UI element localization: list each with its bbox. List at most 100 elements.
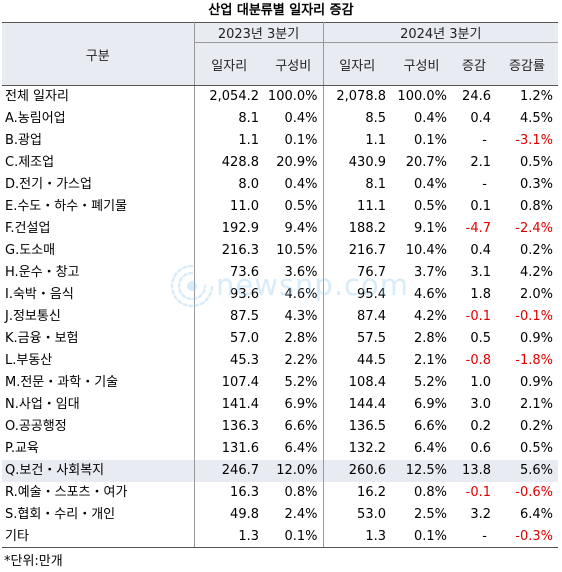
industry-label: J.정보통신 xyxy=(5,309,61,324)
jobs-2024-cell: 76.7 xyxy=(322,261,391,284)
jobs-2024-cell: 216.7 xyxy=(322,239,391,262)
change-rate-cell: 0.3% xyxy=(519,177,553,192)
jobs-2023-cell: 93.6 xyxy=(193,283,264,306)
category-header: 구분 xyxy=(2,22,194,86)
change-rate-cell: -3.1% xyxy=(515,133,553,148)
share-2023-cell: 0.4% xyxy=(284,111,318,126)
jobs-2024-cell: 430.9 xyxy=(322,151,391,174)
table-row: S.협회・수리・개인 49.8 2.4% 53.0 2.5% 3.2 6.4% xyxy=(2,503,558,526)
unit-footnote: *단위:만개 xyxy=(4,554,63,569)
change-cell: - xyxy=(452,525,496,548)
share-2024-cell: 6.9% xyxy=(413,397,447,412)
industry-label: S.협회・수리・개인 xyxy=(5,507,116,522)
share-2024-cell: 2.1% xyxy=(413,353,447,368)
share-2023-header: 구성비 xyxy=(264,42,323,86)
table-row: P.교육 131.6 6.4% 132.2 6.4% 0.6 0.5% xyxy=(2,437,558,460)
share-2024-cell: 0.4% xyxy=(413,111,447,126)
change-cell: 13.8 xyxy=(452,459,496,482)
table-title: 산업 대분류별 일자리 증감 xyxy=(208,3,354,18)
change-cell: 3.1 xyxy=(470,265,491,280)
change-cell: 1.8 xyxy=(470,287,491,302)
jobs-2024-cell: 108.4 xyxy=(322,371,391,394)
share-2023-cell: 6.6% xyxy=(284,419,318,434)
share-2024-cell: 100.0% xyxy=(391,85,452,108)
change-rate-cell: 0.2% xyxy=(519,243,553,258)
change-rate-cell: 0.8% xyxy=(519,199,553,214)
change-rate-cell: 0.2% xyxy=(519,419,553,434)
share-2023-cell: 0.4% xyxy=(284,177,318,192)
jobs-2024-cell: 136.5 xyxy=(322,415,391,438)
period-2023-header: 2023년 3분기 xyxy=(193,22,323,43)
jobs-2023-cell: 136.3 xyxy=(193,415,264,438)
share-2024-cell: 3.7% xyxy=(413,265,447,280)
change-cell: 2.1 xyxy=(470,155,491,170)
share-2024-cell: 9.1% xyxy=(413,221,447,236)
change-cell: 0.5 xyxy=(470,331,491,346)
change-rate-cell: 1.2% xyxy=(496,85,558,108)
share-2023-cell: 10.5% xyxy=(276,243,318,258)
table-row: G.도소매 216.3 10.5% 216.7 10.4% 0.4 0.2% xyxy=(2,239,558,262)
table-row: 전체 일자리 2,054.2 100.0% 2,078.8 100.0% 24.6 1.2% xyxy=(2,85,558,108)
share-2024-cell: 10.4% xyxy=(405,243,447,258)
jobs-2023-cell: 16.3 xyxy=(193,481,264,504)
change-rate-cell: -0.1% xyxy=(515,309,553,324)
industry-label: D.전기・가스업 xyxy=(5,177,92,192)
share-2023-cell: 3.6% xyxy=(284,265,318,280)
industry-label: R.예술・스포츠・여가 xyxy=(5,485,128,500)
jobs-2023-cell: 141.4 xyxy=(193,393,264,416)
industry-label: M.전문・과학・기술 xyxy=(5,375,119,390)
table-body: 전체 일자리 2,054.2 100.0% 2,078.8 100.0% 24.6 1.2%… xyxy=(2,85,558,548)
jobs-2023-cell: 428.8 xyxy=(193,151,264,174)
share-2024-cell: 2.5% xyxy=(413,507,447,522)
share-2023-cell: 2.4% xyxy=(284,507,318,522)
share-2024-cell: 4.2% xyxy=(413,309,447,324)
jobs-2024-cell: 1.1 xyxy=(322,129,391,152)
table-row: O.공공행정 136.3 6.6% 136.5 6.6% 0.2 0.2% xyxy=(2,415,558,438)
industry-label: F.건설업 xyxy=(5,221,51,236)
change-rate-cell: 4.5% xyxy=(519,111,553,126)
change-cell: - xyxy=(482,177,487,192)
industry-label: B.광업 xyxy=(5,133,42,148)
share-2023-cell: 100.0% xyxy=(264,85,323,108)
jobs-2024-cell: 8.5 xyxy=(322,107,391,130)
jobs-2024-cell: 144.4 xyxy=(322,393,391,416)
share-2023-cell: 4.3% xyxy=(284,309,318,324)
table-row: R.예술・스포츠・여가 16.3 0.8% 16.2 0.8% -0.1 -0.6% xyxy=(2,481,558,504)
change-rate-cell: 6.4% xyxy=(519,507,553,522)
industry-label: A.농림어업 xyxy=(5,111,66,126)
share-2024-cell: 0.5% xyxy=(413,199,447,214)
table-row: M.전문・과학・기술 107.4 5.2% 108.4 5.2% 1.0 0.9% xyxy=(2,371,558,394)
table-row: K.금융・보험 57.0 2.8% 57.5 2.8% 0.5 0.9% xyxy=(2,327,558,350)
change-rate-cell: -1.8% xyxy=(515,353,553,368)
share-2024-cell: 0.1% xyxy=(413,133,447,148)
jobs-2023-cell: 246.7 xyxy=(193,459,264,482)
change-cell: -0.8 xyxy=(465,353,491,368)
share-2023-cell: 2.8% xyxy=(284,331,318,346)
table-row: A.농림어업 8.1 0.4% 8.5 0.4% 0.4 4.5% xyxy=(2,107,558,130)
change-cell: - xyxy=(482,133,487,148)
table-row: D.전기・가스업 8.0 0.4% 8.1 0.4% - 0.3% xyxy=(2,173,558,196)
share-2024-cell: 4.6% xyxy=(413,287,447,302)
share-2023-cell: 9.4% xyxy=(284,221,318,236)
jobs-2024-cell: 57.5 xyxy=(322,327,391,350)
change-cell: 0.1 xyxy=(470,199,491,214)
change-rate-cell: 2.1% xyxy=(519,397,553,412)
change-cell: -0.1 xyxy=(465,485,491,500)
share-2023-cell: 5.2% xyxy=(284,375,318,390)
industry-label: O.공공행정 xyxy=(5,419,67,434)
change-cell: 1.0 xyxy=(470,375,491,390)
share-2024-cell: 20.7% xyxy=(405,155,447,170)
industry-label: E.수도・하수・폐기물 xyxy=(5,199,128,214)
jobs-2023-cell: 1.3 xyxy=(193,525,264,548)
industry-label: 전체 일자리 xyxy=(2,85,194,108)
jobs-2023-cell: 216.3 xyxy=(193,239,264,262)
industry-label: Q.보건・사회복지 xyxy=(2,459,194,482)
industry-label: P.교육 xyxy=(5,441,39,456)
share-2023-cell: 0.1% xyxy=(284,133,318,148)
change-cell: -0.1 xyxy=(465,309,491,324)
table-row: I.숙박・음식 93.6 4.6% 95.4 4.6% 1.8 2.0% xyxy=(2,283,558,306)
jobs-2023-cell: 57.0 xyxy=(193,327,264,350)
table-row: B.광업 1.1 0.1% 1.1 0.1% - -3.1% xyxy=(2,129,558,152)
share-2024-cell: 2.8% xyxy=(413,331,447,346)
share-2024-cell: 12.5% xyxy=(391,459,452,482)
